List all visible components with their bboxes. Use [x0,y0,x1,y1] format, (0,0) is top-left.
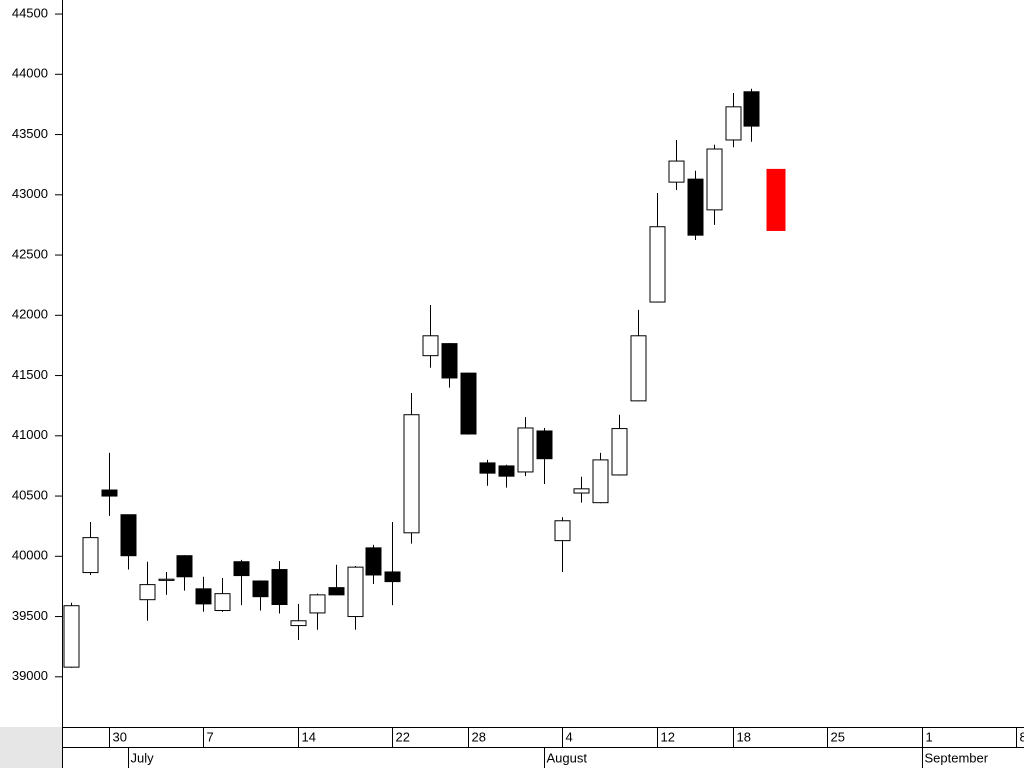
y-tick-label: 44000 [12,66,48,81]
y-tick-label: 43500 [12,126,48,141]
y-tick-label: 44500 [12,5,48,20]
x-tick-label: 12 [661,729,675,744]
month-label: July [131,750,155,765]
candle-body [309,594,326,614]
x-tick-label: 30 [113,729,127,744]
x-tick-label: 1 [926,729,933,744]
candle-body [347,566,364,618]
candle-body [233,561,250,577]
candle-body [328,587,345,596]
y-tick-label: 40500 [12,487,48,502]
x-tick-label: 14 [302,729,316,744]
candle-body [725,106,742,141]
y-tick-label: 40000 [12,548,48,563]
candle-body [498,465,515,477]
candle-body [63,605,80,668]
x-tick-label: 18 [737,729,751,744]
candle-body [611,428,628,476]
y-tick-label: 41000 [12,427,48,442]
candle-body [195,588,212,605]
candle-body [668,160,685,183]
candle-body [554,520,571,542]
candle-body [441,343,458,379]
candle-body [365,547,382,576]
candle-body [649,226,666,303]
candle-body [706,148,723,211]
y-tick-label: 43000 [12,186,48,201]
candle-body [101,489,118,497]
candle-body [384,571,401,583]
x-tick-label: 7 [207,729,214,744]
month-label: September [925,750,989,765]
candle-body [403,414,420,534]
candle-body [743,91,760,127]
candle-body [176,555,193,578]
candle-body [252,580,269,598]
x-tick-label: 22 [396,729,410,744]
candle-body [517,427,534,473]
x-tick-label: 4 [566,729,573,744]
x-tick-label: 28 [472,729,486,744]
y-tick-label: 39000 [12,668,48,683]
axis-corner [0,727,62,768]
candle-body [214,593,231,612]
y-tick-label: 39500 [12,608,48,623]
y-tick-label: 42500 [12,246,48,261]
candle-body [687,178,704,236]
x-tick-label: 8 [1020,729,1024,744]
y-tick-label: 42000 [12,307,48,322]
candle-body [460,372,477,435]
forecast-range [766,168,786,231]
candle-body [536,430,553,460]
candle-body [573,488,590,494]
candle-body [158,578,175,581]
candle-body [271,569,288,605]
candle-body [290,620,307,627]
candle-body [592,459,609,504]
candle-body [479,462,496,474]
candle-body [82,537,99,574]
x-tick-label: 25 [831,729,845,744]
candle-body [139,584,156,601]
y-tick-label: 41500 [12,367,48,382]
month-label: August [547,750,588,765]
candle-body [422,335,439,357]
candle-body [630,335,647,402]
candle-body [120,514,137,557]
